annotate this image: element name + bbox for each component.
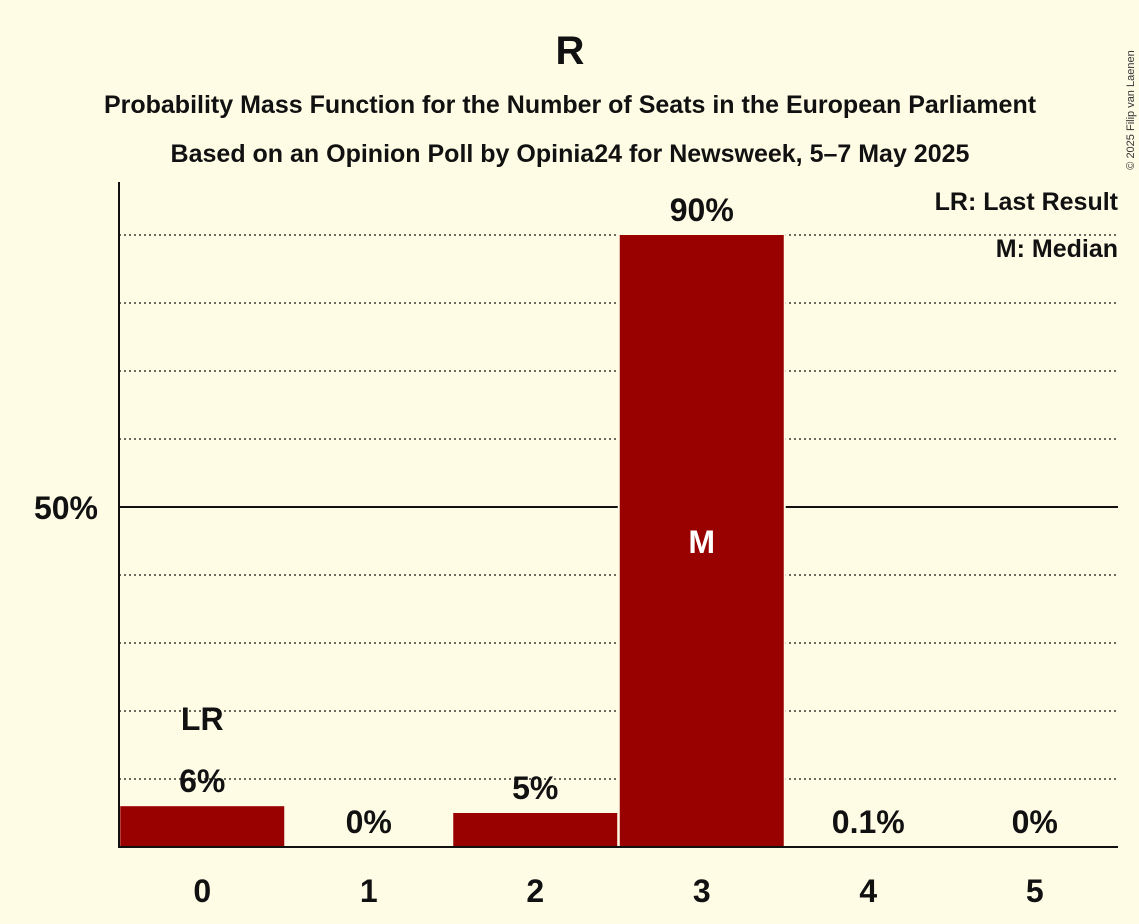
median-marker: M <box>688 524 715 560</box>
axes: 50% <box>34 182 1118 848</box>
value-label-2: 5% <box>512 770 558 806</box>
value-label-5: 0% <box>1012 804 1058 840</box>
x-tick-label-3: 3 <box>693 873 711 909</box>
chart-subtitle-line-2: Based on an Opinion Poll by Opinia24 for… <box>171 140 970 168</box>
x-tick-label-0: 0 <box>193 873 211 909</box>
bar-3 <box>619 235 784 847</box>
bar-0 <box>120 806 285 847</box>
value-label-0: 6% <box>179 763 225 799</box>
legend-last-result: LR: Last Result <box>935 188 1119 216</box>
legend-median: M: Median <box>996 235 1118 263</box>
bars-group <box>118 233 786 847</box>
chart-subtitle-line-1: Probability Mass Function for the Number… <box>104 91 1037 119</box>
chart-title: R <box>556 29 585 73</box>
value-label-3: 90% <box>670 192 734 228</box>
x-tick-label-4: 4 <box>859 873 877 909</box>
value-label-4: 0.1% <box>832 804 905 840</box>
copyright-notice: © 2025 Filip van Laenen <box>1125 50 1137 169</box>
x-tick-label-5: 5 <box>1026 873 1044 909</box>
labels-group: 6% 0 LR 0% 1 5% 2 90% 3 M 0.1% 4 0% 5 <box>179 192 1058 909</box>
value-label-1: 0% <box>346 804 392 840</box>
bar-2 <box>453 813 618 847</box>
x-tick-label-2: 2 <box>526 873 544 909</box>
y-tick-label-50: 50% <box>34 490 98 526</box>
last-result-marker: LR <box>181 701 224 737</box>
x-tick-label-1: 1 <box>360 873 378 909</box>
